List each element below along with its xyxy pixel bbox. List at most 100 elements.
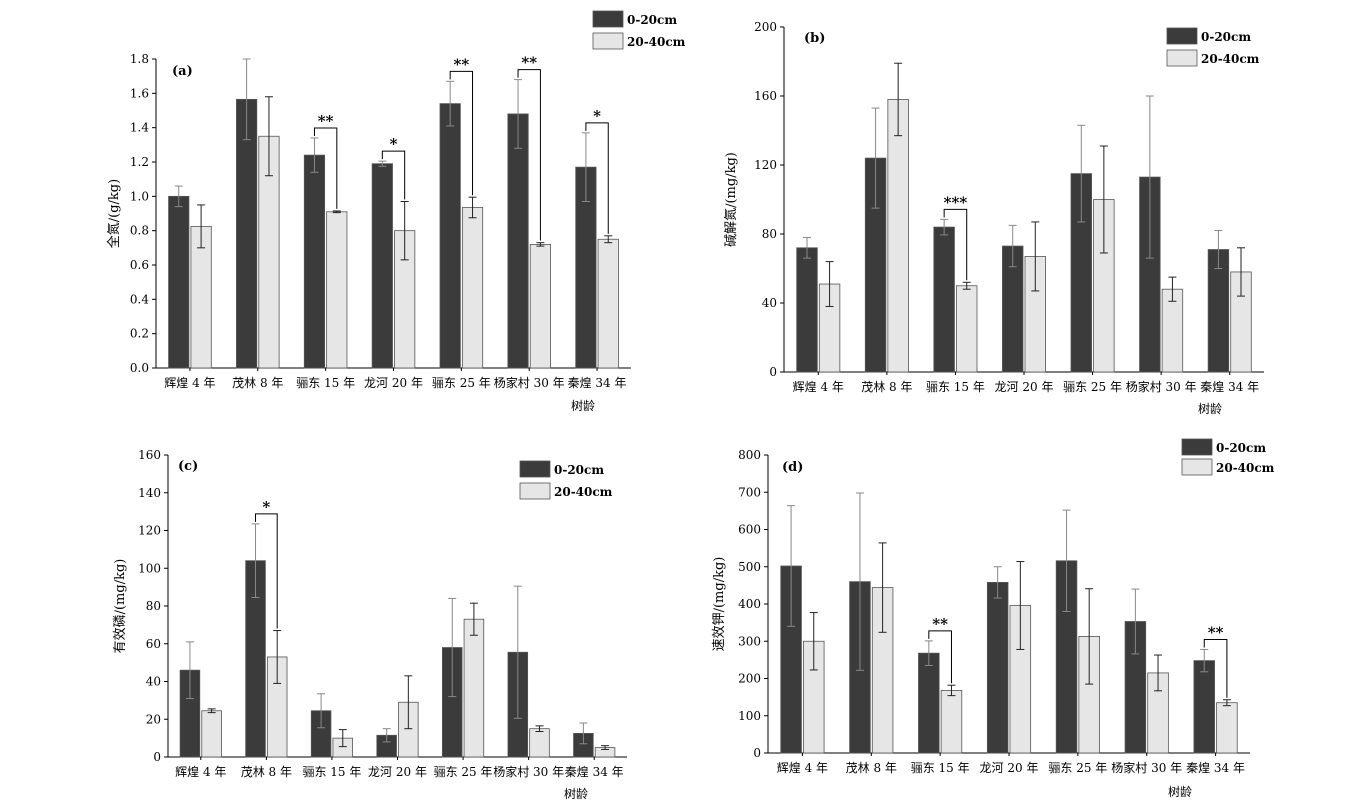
legend-swatch	[1166, 49, 1198, 67]
category-label: 杨家村 30 年	[494, 375, 565, 390]
legend-swatch	[1181, 458, 1213, 476]
significance-label: *	[593, 107, 601, 125]
y-tick-label: 120	[754, 158, 777, 172]
category-label: 辉煌 4 年	[164, 376, 215, 390]
y-tick-label: 0	[769, 365, 777, 379]
bar-surface	[933, 226, 955, 373]
significance-bracket	[585, 122, 609, 234]
significance-bracket	[313, 127, 338, 209]
category-label: 骊东 15 年	[926, 380, 985, 394]
significance-bracket	[381, 150, 406, 200]
significance-bracket	[517, 69, 541, 241]
bar-surface	[439, 103, 461, 369]
y-tick-label: 0.0	[130, 361, 149, 375]
category-label: 秦煌 34 年	[568, 376, 627, 390]
y-tick-label: 1.4	[130, 121, 149, 135]
category-label: 茂林 8 年	[241, 765, 292, 779]
panel-label: (a)	[172, 64, 193, 79]
bar-subsoil	[597, 238, 619, 369]
y-tick-label: 0.2	[130, 327, 149, 341]
y-tick-label: 200	[754, 20, 777, 34]
bar-surface	[986, 581, 1009, 754]
bar-subsoil	[529, 243, 551, 369]
category-label: 龙河 20 年	[995, 380, 1054, 394]
y-tick-label: 100	[138, 561, 161, 575]
y-tick-label: 1.8	[130, 52, 149, 66]
bar-subsoil	[529, 728, 550, 758]
bar-surface	[303, 154, 326, 369]
y-tick-label: 1.6	[130, 86, 149, 100]
y-tick-label: 140	[138, 486, 161, 500]
bar-subsoil	[326, 211, 348, 369]
category-label: 龙河 20 年	[368, 765, 427, 779]
x-axis-label: 树龄	[1198, 401, 1222, 416]
legend: 0-20cm 20-40cm	[519, 460, 613, 500]
bar-surface	[1193, 660, 1215, 754]
legend: 0-20cm 20-40cm	[1181, 438, 1275, 476]
y-tick-label: 300	[738, 634, 761, 648]
category-label: 杨家村 30 年	[1126, 379, 1197, 394]
bar-subsoil	[887, 99, 909, 373]
legend: 0-20cm 20-40cm	[1166, 27, 1260, 67]
legend-label: 0-20cm	[554, 463, 604, 477]
legend-label: 0-20cm	[1216, 441, 1266, 455]
y-tick-label: 20	[146, 712, 161, 726]
legend-swatch	[592, 10, 624, 28]
y-tick-label: 700	[738, 485, 761, 499]
significance-label: **	[1208, 623, 1224, 641]
x-axis-label: 树龄	[564, 786, 588, 801]
legend-swatch	[519, 460, 551, 478]
category-label: 骊东 15 年	[302, 765, 361, 779]
chart-panel-a: 0.0 0.2 0.4 0.6 0.8 1.0 1.2 1.4 1.6 1.8 全氮/(g/kg) (…	[106, 10, 686, 413]
y-axis-label: 速效钾/(mg/kg)	[712, 557, 727, 652]
y-tick-label: 0	[753, 746, 761, 760]
y-tick-label: 0	[153, 750, 161, 764]
legend: 0-20cm 20-40cm	[592, 10, 686, 50]
category-label: 骊东 15 年	[911, 761, 970, 775]
category-label: 杨家村 30 年	[1111, 760, 1182, 775]
y-tick-label: 160	[754, 89, 777, 103]
y-tick-label: 40	[762, 296, 777, 310]
y-tick-label: 0.6	[130, 258, 149, 272]
y-tick-label: 0.4	[130, 292, 149, 306]
bar-subsoil	[461, 207, 484, 369]
y-tick-label: 200	[738, 672, 761, 686]
y-tick-label: 160	[138, 448, 161, 462]
category-label: 骊东 25 年	[1063, 380, 1122, 394]
y-tick-label: 120	[138, 524, 161, 538]
category-label: 骊东 25 年	[1048, 761, 1107, 775]
significance-label: **	[318, 112, 334, 130]
significance-label: *	[262, 498, 270, 516]
category-label: 骊东 25 年	[434, 765, 493, 779]
y-tick-label: 40	[146, 675, 161, 689]
legend-swatch	[519, 482, 551, 500]
significance-label: **	[932, 615, 948, 633]
x-axis-label: 树龄	[571, 398, 595, 413]
legend-label: 20-40cm	[1216, 461, 1275, 475]
y-tick-label: 80	[762, 227, 777, 241]
chart-panel-d: 0 100 200 300 400 500 600 700 800 速效钾/(mg/kg) (d) 树…	[712, 438, 1275, 799]
bar-subsoil	[1216, 702, 1238, 754]
category-label: 秦煌 34 年	[1186, 761, 1245, 775]
bar-surface	[796, 247, 818, 373]
y-tick-label: 600	[738, 523, 761, 537]
legend-label: 20-40cm	[627, 35, 686, 49]
category-label: 龙河 20 年	[364, 376, 423, 390]
category-label: 茂林 8 年	[232, 376, 283, 390]
bar-surface	[507, 113, 529, 369]
bar-subsoil	[463, 618, 485, 758]
category-label: 茂林 8 年	[861, 380, 912, 394]
category-label: 杨家村 30 年	[493, 764, 564, 779]
y-tick-label: 800	[738, 448, 761, 462]
category-label: 骊东 15 年	[296, 376, 355, 390]
bar-subsoil	[940, 690, 963, 754]
panel-label: (b)	[804, 31, 825, 46]
bar-surface	[371, 163, 393, 369]
significance-label: *	[390, 135, 398, 153]
y-tick-label: 1.0	[130, 189, 149, 203]
legend-swatch	[1166, 27, 1198, 45]
legend-label: 0-20cm	[627, 13, 677, 27]
y-tick-label: 0.8	[130, 224, 149, 238]
category-label: 茂林 8 年	[846, 761, 897, 775]
